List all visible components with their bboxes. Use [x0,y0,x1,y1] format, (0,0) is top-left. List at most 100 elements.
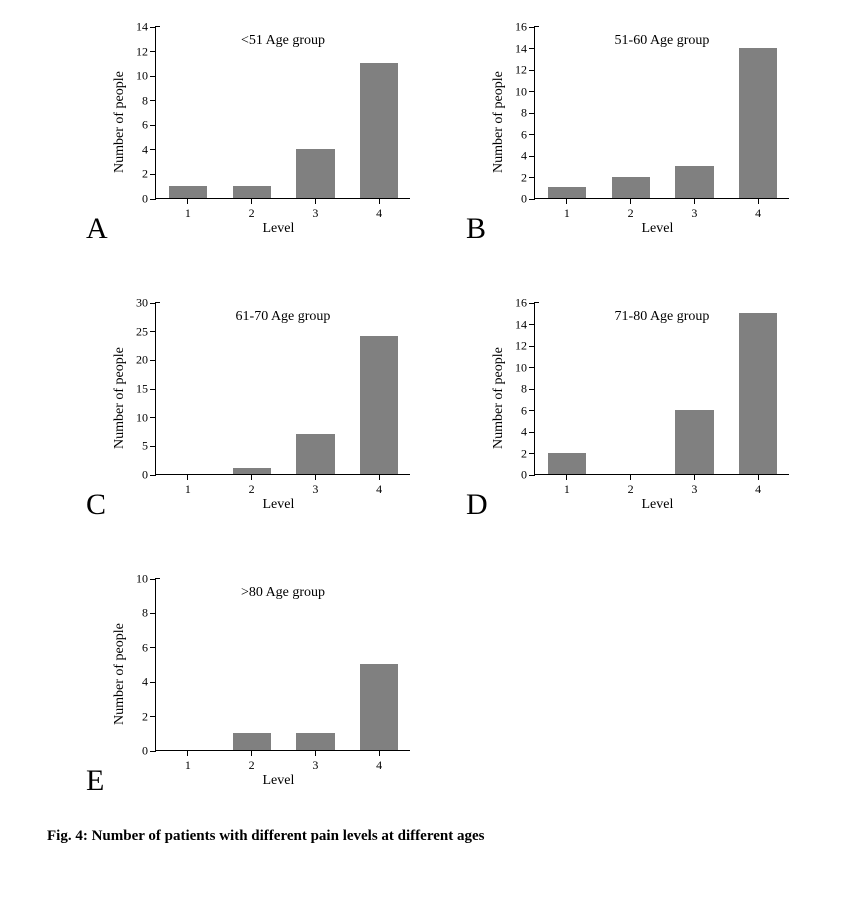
x-tick-label: 2 [249,474,255,497]
x-tick-label: 4 [376,750,382,773]
bar [296,733,334,750]
x-tick-label: 4 [755,198,761,221]
y-tick-label: 6 [142,640,156,655]
y-axis-label: Number of people [112,605,128,725]
x-tick-label: 4 [376,474,382,497]
chart-title: 61-70 Age group [236,309,331,325]
bar [675,410,713,475]
panel-label-B: B [466,212,486,246]
y-tick-label: 14 [515,317,535,332]
bar [548,187,586,198]
x-tick-label: 1 [564,198,570,221]
x-tick-label: 2 [249,198,255,221]
x-tick-label: 1 [564,474,570,497]
y-axis-label: Number of people [112,53,128,173]
y-tick-label: 2 [521,170,535,185]
chart-E: 02468101234>80 Age group [155,579,410,751]
bar [169,186,207,198]
y-tick-label: 10 [515,360,535,375]
bar [360,664,398,750]
figure-caption: Fig. 4: Number of patients with differen… [47,828,484,845]
bar [296,434,334,474]
y-tick-label: 12 [136,44,156,59]
panel-label-C: C [86,488,106,522]
bar [360,336,398,474]
bar [739,313,777,474]
panel-label-D: D [466,488,488,522]
x-axis-label: Level [263,497,295,513]
y-tick-label: 8 [142,93,156,108]
bar [612,177,650,199]
x-tick-label: 2 [628,198,634,221]
panel-label-A: A [86,212,108,246]
y-tick-label: 12 [515,339,535,354]
y-tick-label: 30 [136,296,156,311]
bar [739,48,777,199]
x-tick-label: 3 [312,750,318,773]
y-tick-label: 6 [142,118,156,133]
x-tick-label: 4 [755,474,761,497]
y-tick-label: 4 [521,425,535,440]
x-axis-label: Level [263,221,295,237]
bar [360,63,398,198]
x-axis-label: Level [642,497,674,513]
x-tick-label: 1 [185,198,191,221]
x-axis-label: Level [642,221,674,237]
y-tick-label: 4 [521,149,535,164]
y-axis-label: Number of people [491,53,507,173]
y-tick-label: 10 [136,410,156,425]
y-tick-label: 0 [521,468,535,483]
bar [548,453,586,475]
x-axis-label: Level [263,773,295,789]
chart-title: >80 Age group [241,585,325,601]
x-tick-label: 3 [312,198,318,221]
chart-title: 51-60 Age group [615,33,710,49]
panel-label-E: E [86,764,104,798]
y-axis-label: Number of people [112,329,128,449]
bar [296,149,334,198]
y-tick-label: 4 [142,675,156,690]
x-tick-label: 2 [628,474,634,497]
chart-C: 051015202530123461-70 Age group [155,303,410,475]
y-tick-label: 10 [136,572,156,587]
y-tick-label: 8 [521,106,535,121]
bar [233,733,271,750]
y-tick-label: 20 [136,353,156,368]
x-tick-label: 3 [691,474,697,497]
x-tick-label: 3 [312,474,318,497]
y-tick-label: 14 [515,41,535,56]
y-tick-label: 16 [515,296,535,311]
y-tick-label: 6 [521,403,535,418]
x-tick-label: 2 [249,750,255,773]
y-tick-label: 5 [142,439,156,454]
y-tick-label: 14 [136,20,156,35]
y-tick-label: 8 [142,606,156,621]
y-tick-label: 4 [142,142,156,157]
y-axis-label: Number of people [491,329,507,449]
y-tick-label: 0 [142,468,156,483]
y-tick-label: 0 [521,192,535,207]
y-tick-label: 15 [136,382,156,397]
x-tick-label: 1 [185,474,191,497]
chart-title: 71-80 Age group [615,309,710,325]
chart-title: <51 Age group [241,33,325,49]
y-tick-label: 0 [142,744,156,759]
bar [675,166,713,198]
chart-B: 0246810121416123451-60 Age group [534,27,789,199]
y-tick-label: 16 [515,20,535,35]
y-tick-label: 10 [136,69,156,84]
x-tick-label: 3 [691,198,697,221]
y-tick-label: 25 [136,324,156,339]
y-tick-label: 2 [142,167,156,182]
chart-D: 0246810121416123471-80 Age group [534,303,789,475]
bar [233,468,271,474]
chart-A: 024681012141234<51 Age group [155,27,410,199]
y-tick-label: 6 [521,127,535,142]
y-tick-label: 0 [142,192,156,207]
y-tick-label: 2 [142,709,156,724]
bar [233,186,271,198]
y-tick-label: 2 [521,446,535,461]
x-tick-label: 1 [185,750,191,773]
x-tick-label: 4 [376,198,382,221]
y-tick-label: 12 [515,63,535,78]
